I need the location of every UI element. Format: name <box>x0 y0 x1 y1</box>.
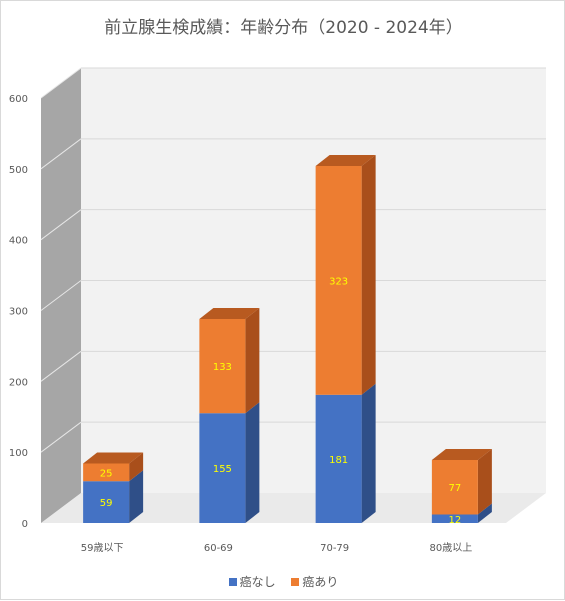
y-tick-label: 500 <box>9 165 28 176</box>
y-tick-label: 100 <box>9 448 28 459</box>
data-label-no-cancer: 12 <box>449 515 462 526</box>
y-tick-label: 300 <box>9 307 28 318</box>
bar-side-no-cancer <box>477 503 492 523</box>
x-category-label: 59歳以下 <box>81 542 124 554</box>
bar-cancer <box>83 463 130 482</box>
bar-side-cancer <box>477 448 492 515</box>
side-gridline <box>40 138 82 170</box>
data-label-no-cancer: 59 <box>100 498 113 509</box>
y-tick-label: 200 <box>9 377 28 388</box>
bar-cancer <box>315 166 362 395</box>
data-label-cancer: 77 <box>449 483 462 494</box>
x-category-label: 60-69 <box>204 543 233 554</box>
bar-no-cancer <box>315 394 362 523</box>
bar-cancer <box>199 319 246 414</box>
data-label-no-cancer: 181 <box>329 455 348 466</box>
x-category-label: 80歳以上 <box>430 542 473 554</box>
legend-label-no-cancer: 癌なし <box>239 575 276 589</box>
side-gridline <box>40 350 82 382</box>
legend-label-cancer: 癌あり <box>302 575 339 589</box>
bar-side-no-cancer <box>129 470 144 523</box>
side-gridline <box>40 280 82 311</box>
legend-item-no-cancer: 癌なし <box>228 573 276 590</box>
bar-top <box>315 155 376 166</box>
data-label-cancer: 323 <box>329 276 348 287</box>
x-category-label: 70-79 <box>320 543 349 554</box>
bar-side-cancer <box>245 308 260 414</box>
y-tick-label: 400 <box>9 236 28 247</box>
bar-no-cancer <box>83 481 130 523</box>
bar-side-no-cancer <box>245 402 260 523</box>
bar-top <box>199 308 260 319</box>
legend-item-cancer: 癌あり <box>291 573 338 590</box>
bar-top <box>431 448 492 460</box>
bar-side-cancer <box>361 155 376 395</box>
side-gridline <box>40 209 82 241</box>
bar-no-cancer <box>431 514 478 523</box>
y-tick-label: 0 <box>22 519 28 530</box>
bar-side-no-cancer <box>361 383 376 523</box>
y-tick-label: 600 <box>9 94 28 105</box>
bar-top <box>83 452 144 464</box>
bar-cancer <box>431 459 478 515</box>
floor <box>41 493 546 523</box>
bar-no-cancer <box>199 413 246 523</box>
data-label-no-cancer: 155 <box>213 464 232 475</box>
legend-swatch-cancer <box>291 578 300 586</box>
chart-title: 前立腺生検成績：年齢分布（2020 - 2024年） <box>104 18 463 38</box>
chart-legend: 癌なし 癌あり <box>1 573 565 590</box>
data-label-cancer: 25 <box>100 468 113 479</box>
side-gridline <box>40 67 82 99</box>
legend-swatch-no-cancer <box>228 578 237 586</box>
data-label-cancer: 133 <box>213 362 232 373</box>
bar-side-cancer <box>129 452 144 482</box>
side-gridline <box>40 421 82 453</box>
